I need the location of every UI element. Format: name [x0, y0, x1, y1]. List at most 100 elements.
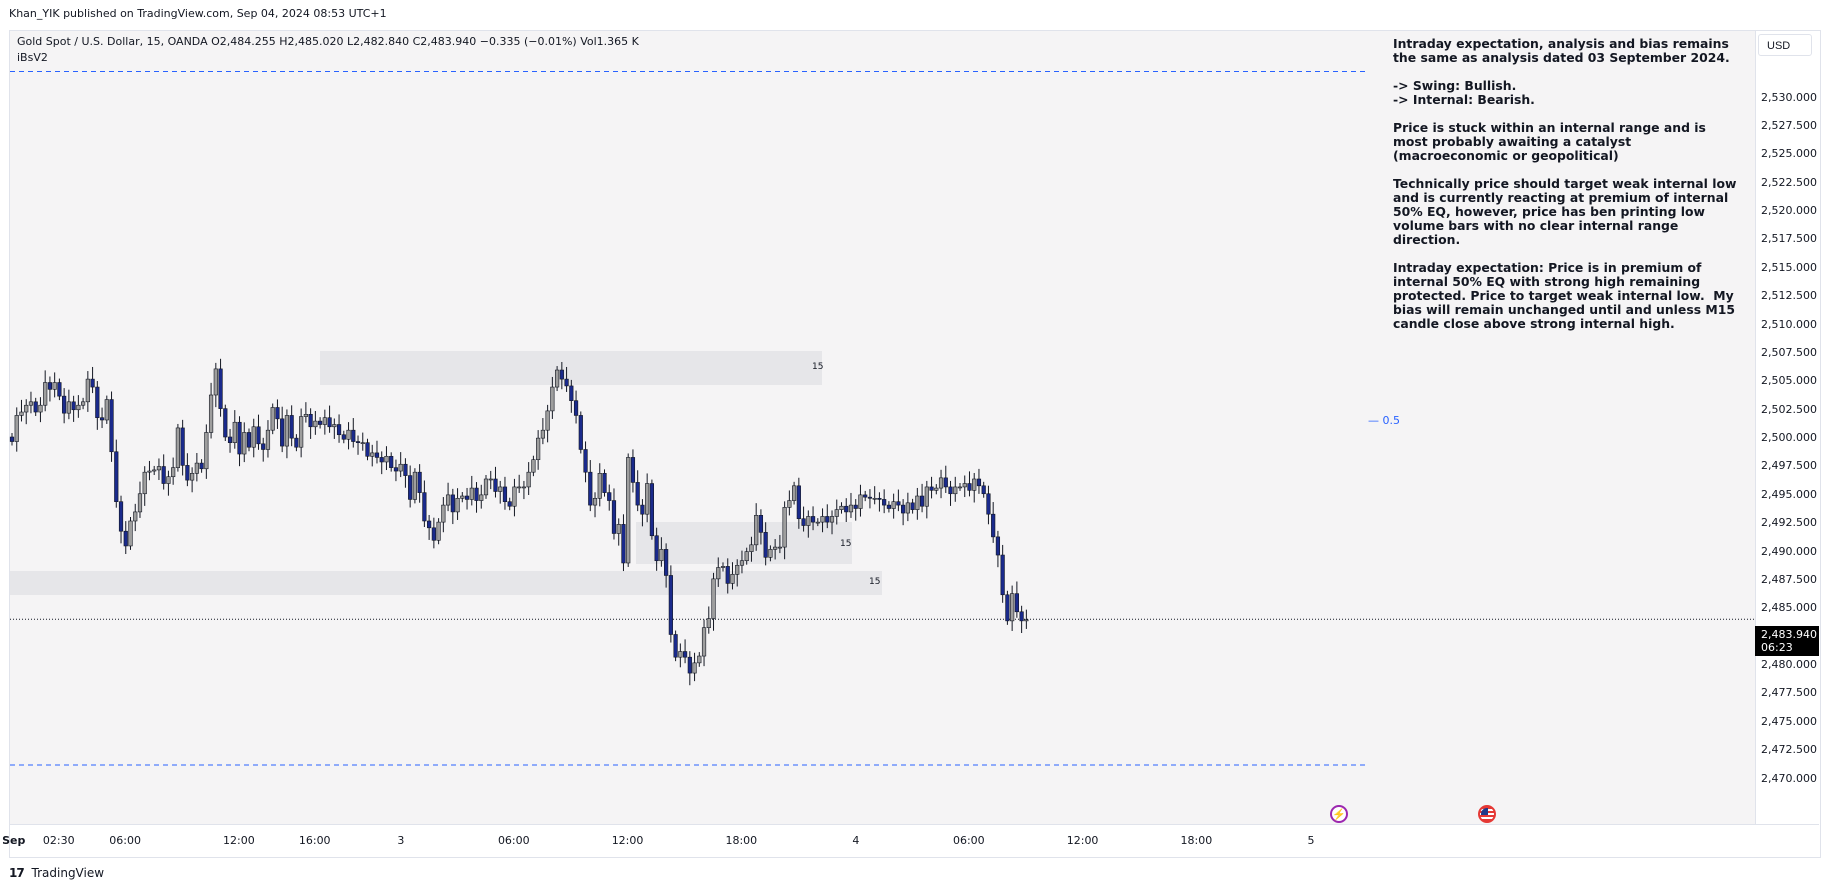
bear-candle	[427, 520, 432, 529]
bull-candle	[24, 404, 29, 413]
price-tick-label: 2,495.000	[1761, 487, 1817, 501]
order-block-zone	[10, 571, 882, 595]
bear-candle	[929, 486, 934, 491]
bear-candle	[796, 485, 801, 520]
bull-candle	[14, 415, 19, 442]
bear-candle	[919, 495, 925, 507]
currency-button[interactable]: USD	[1758, 34, 1812, 56]
bear-candle	[109, 399, 114, 453]
bear-candle	[607, 492, 612, 501]
bull-candle	[166, 476, 171, 484]
bull-candle	[536, 437, 541, 461]
bull-candle	[787, 500, 792, 508]
zone-label: 15	[840, 539, 851, 549]
bull-candle	[531, 459, 536, 473]
bear-candle	[967, 483, 972, 491]
bull-candle	[137, 493, 143, 513]
bull-candle	[412, 471, 418, 500]
bear-candle	[863, 494, 868, 498]
bull-candle	[735, 564, 740, 575]
bear-candle	[237, 421, 242, 455]
bear-candle	[431, 527, 436, 541]
bear-candle	[62, 395, 67, 414]
bull-candle	[924, 486, 929, 507]
bull-candle	[938, 477, 944, 489]
last-price-badge: 2,483.940 06:23	[1755, 626, 1819, 656]
bear-candle	[365, 442, 370, 457]
eq-level-label: — 0.5	[1368, 414, 1400, 427]
bull-candle	[76, 404, 81, 411]
bear-candle	[9, 436, 15, 442]
bull-candle	[213, 368, 218, 396]
tradingview-footer[interactable]: 17 TradingView	[9, 866, 104, 880]
time-axis[interactable]	[10, 824, 1819, 857]
bear-candle	[886, 504, 891, 509]
bull-candle	[85, 378, 90, 403]
footer-brand: TradingView	[31, 866, 105, 880]
bear-candle	[640, 504, 645, 515]
price-tick-label: 2,512.500	[1761, 289, 1817, 303]
price-tick-label: 2,492.500	[1761, 516, 1817, 530]
time-tick-label: 12:00	[223, 834, 255, 847]
price-tick-label: 2,505.000	[1761, 374, 1817, 388]
bull-candle	[773, 546, 778, 550]
bull-candle	[716, 567, 721, 580]
price-axis[interactable]	[1755, 31, 1820, 824]
bull-candle	[284, 415, 290, 447]
price-tick-label: 2,475.000	[1761, 714, 1817, 728]
indicator-label[interactable]: iBsV2	[17, 51, 48, 64]
bear-candle	[725, 566, 730, 584]
bull-candle	[498, 486, 503, 492]
bull-candle	[190, 473, 195, 481]
bear-candle	[507, 501, 512, 507]
bear-candle	[588, 471, 593, 506]
bull-candle	[251, 426, 256, 448]
price-tick-label: 2,480.000	[1761, 658, 1817, 671]
time-tick-label: 5	[1307, 834, 1315, 847]
bull-candle	[953, 486, 958, 495]
bull-candle	[730, 574, 735, 584]
bear-candle	[896, 501, 901, 506]
bear-candle	[379, 457, 384, 463]
bear-candle	[910, 502, 915, 510]
time-tick-label: 06:00	[497, 834, 530, 847]
bull-candle	[720, 566, 726, 568]
bull-candle	[820, 516, 825, 523]
bull-candle	[242, 432, 247, 455]
bull-candle	[66, 401, 71, 414]
bull-candle	[175, 427, 181, 468]
bull-candle	[645, 483, 650, 515]
bull-candle	[962, 483, 967, 488]
bear-candle	[673, 634, 678, 658]
lightning-icon[interactable]: ⚡	[1330, 805, 1348, 823]
price-tick-label: 2,527.500	[1761, 118, 1817, 132]
bull-candle	[488, 478, 493, 481]
us-flag-icon[interactable]	[1478, 805, 1496, 823]
price-tick-label: 2,502.500	[1761, 402, 1817, 416]
bear-candle	[682, 651, 688, 658]
price-tick-label: 2,490.000	[1761, 544, 1817, 558]
time-tick-label: 06:00	[952, 834, 985, 847]
bull-candle	[872, 497, 877, 500]
price-tick-label: 2,522.500	[1761, 175, 1817, 189]
bear-candle	[867, 496, 873, 499]
bear-candle	[986, 493, 991, 515]
bear-candle	[422, 492, 427, 522]
bear-candle	[261, 443, 266, 450]
price-tick-label: 2,525.000	[1761, 147, 1817, 161]
bear-candle	[389, 455, 394, 468]
last-price-value: 2,483.940	[1761, 628, 1817, 641]
bear-candle	[611, 500, 617, 534]
symbol-legend[interactable]: Gold Spot / U.S. Dollar, 15, OANDA O2,48…	[17, 35, 639, 48]
bull-candle	[768, 549, 773, 558]
bear-candle	[668, 575, 673, 635]
bull-candle	[550, 386, 555, 412]
bear-candle	[801, 518, 806, 526]
price-tick-label: 2,510.000	[1761, 317, 1817, 331]
bull-candle	[829, 516, 835, 523]
bull-candle	[270, 407, 275, 431]
candle-countdown: 06:23	[1761, 641, 1793, 654]
bull-candle	[701, 627, 707, 657]
bull-candle	[706, 618, 711, 628]
bull-candle	[521, 486, 527, 489]
